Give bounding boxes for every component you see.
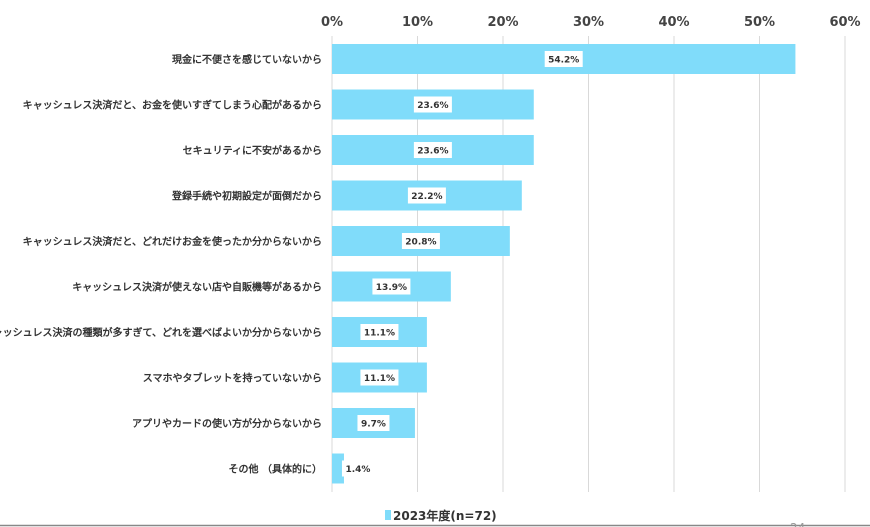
legend: 2023年度(n=72) [385, 508, 497, 523]
data-label: 13.9% [376, 283, 407, 293]
data-label-bg [413, 96, 452, 113]
data-label: 20.8% [405, 238, 436, 248]
legend-label: 2023年度(n=72) [393, 508, 497, 523]
category-label: スマホやタブレットを持っていないから [143, 372, 322, 385]
bar [332, 453, 344, 484]
page-number: 24 [790, 521, 805, 527]
data-label-bg [413, 142, 452, 158]
data-label-bg [357, 415, 390, 431]
data-label: 11.1% [364, 374, 395, 384]
data-label-bg [360, 324, 399, 340]
category-label: セキュリティに不安があるから [183, 144, 322, 157]
legend-swatch [385, 510, 391, 520]
x-tick-label: 10% [402, 15, 433, 30]
category-label: キャッシュレス決済だと、お金を使いすぎてしまう心配があるから [23, 99, 322, 112]
data-label: 23.6% [417, 101, 448, 111]
category-label: 現金に不便さを感じていないから [172, 53, 322, 66]
x-tick-label: 0% [321, 15, 343, 30]
category-label: 登録手続や初期設定が面倒だから [171, 190, 322, 203]
data-label-bg [360, 369, 399, 386]
data-label: 1.4% [345, 465, 370, 475]
category-label: キャッシュレス決済の種類が多すぎて、どれを選べばよいか分からないから [0, 326, 322, 339]
data-label-bg [544, 51, 583, 67]
x-tick-label: 50% [744, 15, 775, 30]
category-label: アプリやカードの使い方が分からないから [132, 417, 322, 430]
x-tick-label: 40% [658, 15, 689, 30]
data-label: 9.7% [361, 420, 386, 430]
data-label-bg [401, 233, 440, 249]
x-tick-label: 60% [829, 15, 860, 30]
x-tick-label: 30% [573, 15, 604, 30]
category-label: キャッシュレス決済が使えない店や自販機等があるから [72, 281, 322, 294]
data-label-bg [341, 460, 374, 477]
category-label: キャッシュレス決済だと、どれだけお金を使ったか分からないから [23, 235, 322, 248]
data-label: 54.2% [548, 56, 579, 66]
data-label: 11.1% [364, 329, 395, 339]
category-label: その他 （具体的に） [229, 463, 322, 476]
data-label-bg [407, 187, 446, 204]
data-label: 23.6% [417, 147, 448, 157]
x-tick-label: 20% [487, 15, 518, 30]
data-label-bg [372, 278, 411, 295]
data-label: 22.2% [411, 192, 442, 202]
